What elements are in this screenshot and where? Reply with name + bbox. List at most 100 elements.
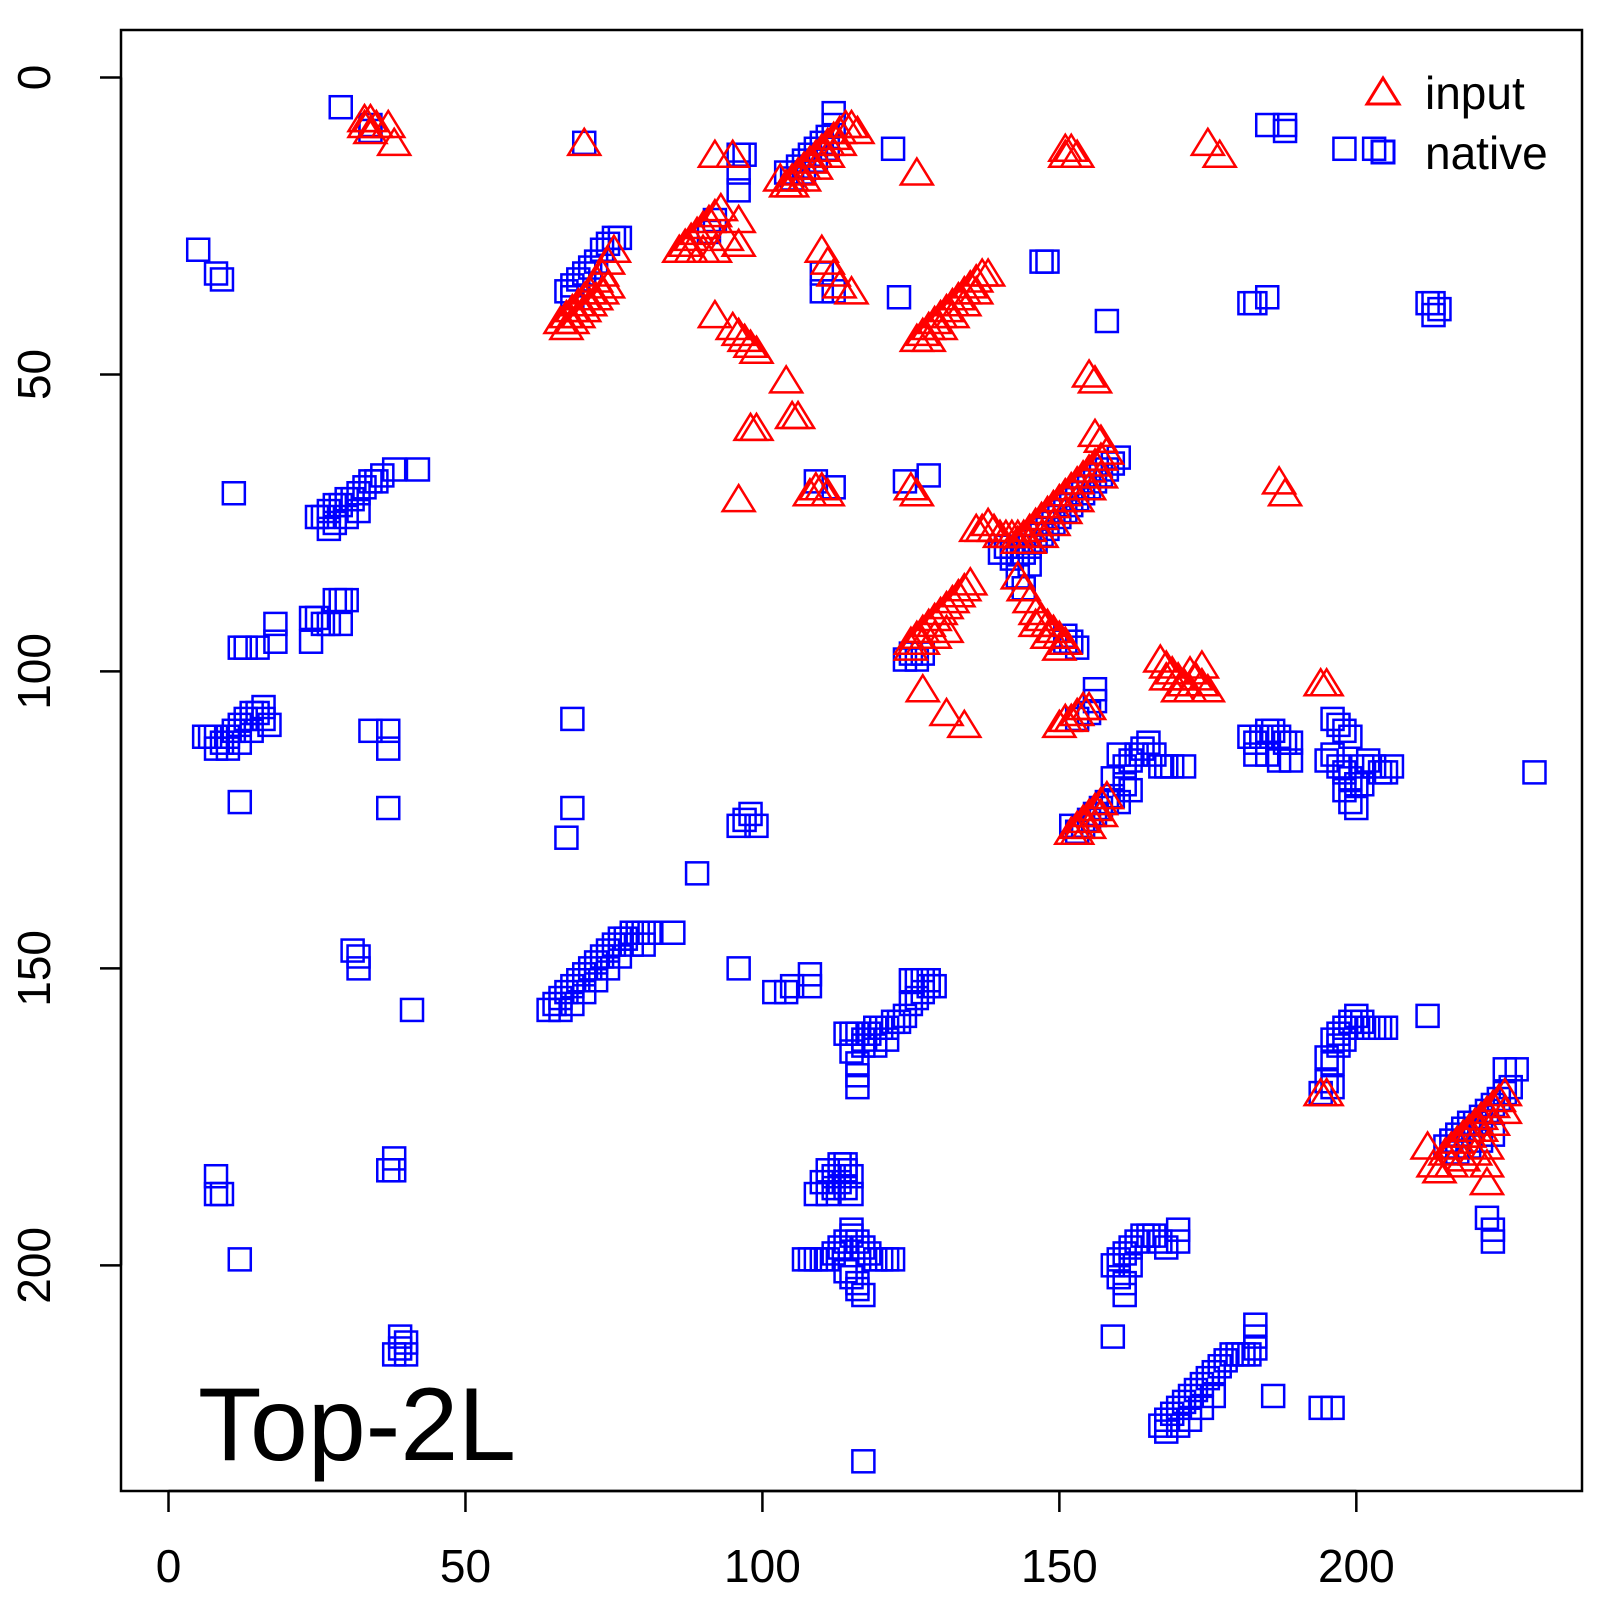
native-point — [726, 956, 751, 981]
native-point — [1112, 772, 1137, 797]
native-point — [399, 997, 425, 1023]
native-point — [1373, 760, 1399, 785]
input-point — [839, 114, 876, 145]
y-tick-label: 50 — [8, 349, 60, 400]
native-point — [874, 1027, 900, 1052]
input-point — [969, 506, 1007, 537]
series-native — [185, 94, 1547, 1474]
input-point — [583, 274, 621, 305]
input-point — [946, 708, 983, 739]
y-tick-label: 150 — [8, 930, 60, 1007]
input-point — [375, 126, 413, 157]
native-point — [221, 480, 247, 506]
native-point — [684, 861, 710, 886]
input-point — [1082, 785, 1120, 816]
native-point — [560, 706, 585, 732]
input-point — [1486, 1076, 1524, 1107]
native-point — [803, 1181, 829, 1207]
legend-input-marker — [1364, 75, 1402, 106]
input-point — [928, 696, 965, 727]
native-point — [1332, 1027, 1357, 1052]
native-point — [251, 694, 276, 720]
input-point — [1415, 1147, 1452, 1178]
native-point — [839, 1181, 864, 1207]
legend: input native — [1364, 67, 1548, 179]
native-point — [263, 629, 288, 654]
input-point — [1047, 625, 1084, 655]
input-point — [1468, 1147, 1506, 1178]
series-input — [346, 102, 1524, 1196]
native-point — [607, 225, 633, 251]
native-point — [203, 1163, 229, 1189]
native-point — [661, 920, 686, 945]
native-point — [1112, 1282, 1137, 1308]
native-point — [1272, 118, 1298, 144]
native-point — [851, 1282, 876, 1308]
native-point — [744, 813, 769, 839]
input-point — [1041, 631, 1078, 661]
native-point — [1254, 112, 1280, 138]
native-point — [1480, 1229, 1506, 1254]
native-point — [1100, 1324, 1126, 1349]
input-point — [1308, 666, 1345, 697]
input-point — [1011, 524, 1048, 555]
native-point — [851, 1449, 876, 1474]
native-point — [376, 718, 401, 744]
native-point — [203, 261, 229, 286]
input-point — [1201, 138, 1238, 168]
input-point — [1486, 1094, 1524, 1125]
input-point — [1088, 435, 1126, 465]
native-point — [1094, 308, 1120, 334]
input-point — [1017, 607, 1054, 638]
input-point — [1058, 696, 1096, 727]
input-point — [696, 197, 734, 228]
native-point — [1338, 724, 1363, 749]
native-point — [381, 1158, 407, 1183]
native-point — [376, 795, 401, 821]
input-point — [779, 399, 817, 430]
input-point — [696, 138, 734, 168]
native-point — [839, 1163, 864, 1189]
input-point — [1058, 815, 1096, 846]
input-point — [898, 156, 936, 186]
input-point — [714, 138, 751, 168]
x-tick-label: 100 — [724, 1540, 801, 1592]
native-point — [1260, 1383, 1286, 1409]
input-point — [916, 619, 953, 650]
native-point — [346, 956, 371, 981]
input-point — [726, 322, 763, 353]
native-point — [185, 237, 211, 262]
input-point — [821, 126, 858, 157]
input-point — [720, 316, 757, 347]
input-point — [714, 310, 751, 341]
input-point — [1082, 459, 1120, 489]
native-point — [726, 160, 751, 185]
legend-native-marker — [1370, 139, 1396, 165]
native-point — [797, 962, 823, 987]
native-point — [257, 712, 282, 738]
input-point — [1183, 649, 1221, 679]
input-point — [1082, 441, 1120, 471]
native-point — [1165, 1229, 1191, 1254]
input-point — [720, 482, 757, 513]
native-point — [773, 979, 799, 1005]
input-point — [732, 328, 769, 359]
native-point — [1332, 718, 1357, 744]
native-point — [1332, 136, 1357, 162]
native-point — [845, 1074, 870, 1100]
native-point — [1373, 1015, 1399, 1041]
input-point — [791, 476, 829, 507]
native-point — [381, 457, 407, 482]
input-point — [821, 114, 858, 145]
x-tick-label: 200 — [1318, 1540, 1395, 1592]
native-point — [263, 611, 288, 637]
input-point — [767, 364, 805, 394]
input-point — [898, 476, 936, 507]
input-point — [1058, 138, 1096, 168]
native-point — [916, 967, 941, 993]
native-point — [1106, 445, 1132, 470]
native-point — [880, 136, 906, 162]
y-axis: 0 50 100 150 200 — [8, 65, 123, 1304]
input-point — [957, 263, 995, 293]
native-point — [726, 178, 751, 203]
